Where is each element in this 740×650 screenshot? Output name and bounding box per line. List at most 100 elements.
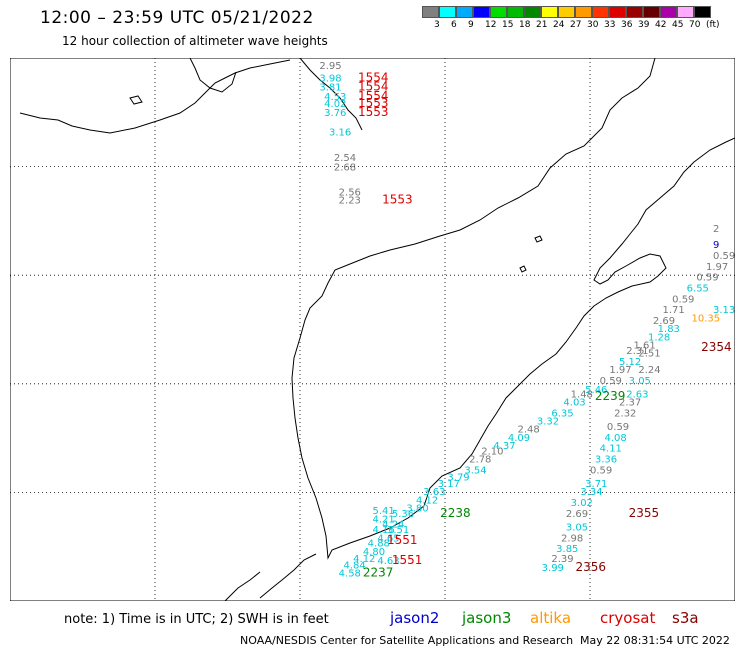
magadan-coast [189,58,237,93]
pass-time-label: 1553 [382,193,413,207]
wave-height-value: 4.65 [377,533,399,544]
satellite-altika: altika [530,609,572,627]
wave-height-value: 3.71 [585,479,607,490]
wave-height-value: 4.88 [368,539,390,550]
north-coast-2 [299,58,363,131]
wave-height-value: 1.61 [634,341,656,352]
wave-height-value: 3.81 [319,83,341,94]
footnote: note: 1) Time is in UTC; 2) SWH is in fe… [64,612,329,627]
legend-swatch [507,6,524,18]
kamchatka-coast [291,58,735,560]
legend-swatch [660,6,677,18]
wave-height-value: 2.23 [339,196,361,207]
wave-height-value: 2.39 [551,554,573,565]
legend-swatch [456,6,473,18]
legend-swatch [592,6,609,18]
latitude-tick-label: 52 [10,488,11,497]
wave-height-value: 9 [713,240,719,251]
wave-height-value: 4.02 [324,99,346,110]
legend-label: 24 [553,20,565,30]
wave-height-value: 4.16 [373,525,395,536]
wave-height-value: 1.48 [571,389,593,400]
wave-height-value: 2.69 [566,509,588,520]
small-island-3 [129,95,143,105]
wave-height-value: 0.59 [672,294,694,305]
latitude-tick-label: 54 [10,380,11,389]
latitude-tick-label: 56 [10,271,11,280]
wave-height-value: 3.36 [595,455,617,466]
kuril-islands [259,553,317,599]
wave-height-value: 2.69 [653,316,675,327]
pass-time-label: 1554 [358,70,389,84]
legend-label: 9 [468,20,474,30]
wave-height-value: 2.51 [638,349,660,360]
legend-label: 12 [485,20,497,30]
legend-swatch [694,6,711,18]
legend-swatch [524,6,541,18]
legend-swatch [422,6,439,18]
legend-swatch [643,6,660,18]
wave-height-value: 2.98 [561,533,583,544]
latitude-labels: 60 58 56 54 52 50 [10,58,11,601]
wave-height-value: 4.08 [605,433,627,444]
pass-time-label: 2238 [440,506,471,520]
small-island-2 [534,235,543,243]
wave-height-value: 1.28 [648,332,670,343]
pass-time-label: 1551 [392,553,423,567]
coastline [19,58,735,601]
legend-swatch [575,6,592,18]
map-title: 12:00 – 23:59 UTC 05/21/2022 [40,8,314,28]
wave-height-value: 2.78 [469,455,491,466]
wave-height-value: 4.37 [493,441,515,452]
wave-height-value: 3.34 [580,487,602,498]
pass-time-label: 2237 [363,566,394,580]
legend-label: 27 [570,20,582,30]
wave-height-value: 2.24 [638,365,660,376]
color-legend [422,6,711,18]
wave-height-value: 3.02 [571,498,593,509]
wave-height-value: 4.03 [563,398,585,409]
wave-height-value: 3.05 [629,376,651,387]
wave-height-value: 4.11 [600,444,622,455]
legend-swatch [439,6,456,18]
wave-height-value: 4.09 [508,433,530,444]
wave-height-value: 3.79 [447,472,469,483]
wave-height-value: 3.13 [713,305,735,316]
wave-height-value: 4.63 [377,556,399,567]
wave-height-value: 2.54 [334,153,356,164]
legend-swatch [541,6,558,18]
wave-height-value: 2.68 [334,162,356,173]
wave-height-value: 0.59 [696,273,718,284]
wave-height-value: 3.51 [387,525,409,536]
wave-height-value: 3.32 [537,417,559,428]
wave-height-value: 3.16 [329,128,351,139]
wave-height-value: 3.17 [438,479,460,490]
latitude-tick-label: 58 [10,163,11,172]
wave-height-value: 5.46 [585,385,607,396]
wave-height-value: 2.63 [626,389,648,400]
small-island-1 [519,265,527,273]
wave-height-value: 3.63 [423,487,445,498]
wave-height-value: 3.80 [406,503,428,514]
legend-label: 3 [434,20,440,30]
pass-time-label: 1554 [358,80,389,94]
wave-height-value: 4.24 [382,520,404,531]
pass-time-label: 2354 [701,340,732,354]
legend-label: 70 [689,20,701,30]
wave-height-value: 3.76 [324,108,346,119]
wave-height-value: 2.10 [481,446,503,457]
wave-height-value: 1.97 [706,262,728,273]
satellite-jason2: jason2 [390,609,440,627]
satellite-cryosat: cryosat [600,609,656,627]
wave-height-value: 0.59 [713,251,735,262]
wave-height-value: 1.71 [663,305,685,316]
pass-time-label: 1553 [358,105,389,119]
wave-height-value: 2.48 [518,425,540,436]
wave-height-value: 4.53 [324,92,346,103]
map-frame [10,58,735,601]
wave-height-value: 2.56 [339,187,361,198]
wave-height-value: 2.31 [626,346,648,357]
wave-height-value: 4.84 [344,560,366,571]
credit-text: NOAA/NESDIS Center for Satellite Applica… [240,634,574,647]
legend-swatch [626,6,643,18]
